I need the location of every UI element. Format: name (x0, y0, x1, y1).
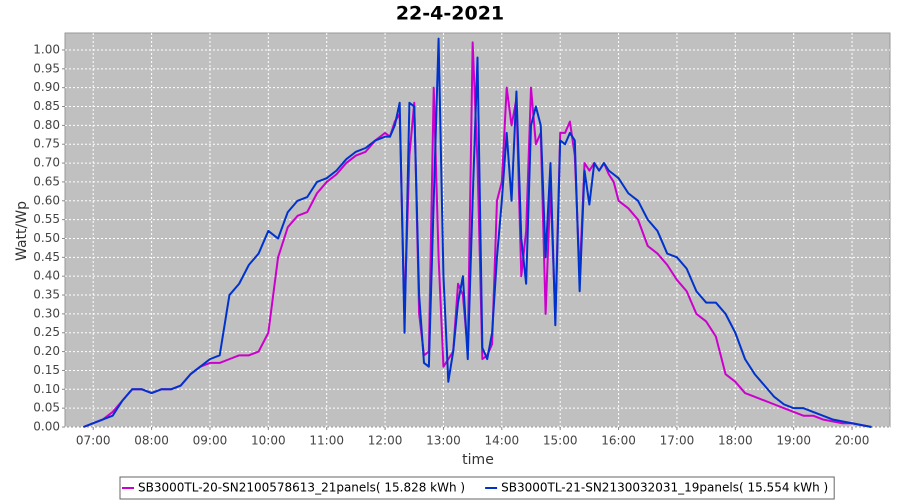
y-tick-label: 0.50 (33, 231, 60, 245)
legend-label: SB3000TL-21-SN2130032031_19panels( 15.55… (501, 481, 828, 495)
y-tick-label: 0.05 (33, 401, 60, 415)
x-tick-label: 16:00 (601, 434, 636, 448)
chart-title: 22-4-2021 (396, 3, 504, 25)
y-tick-label: 0.80 (33, 118, 60, 132)
legend: SB3000TL-20-SN2100578613_21panels( 15.82… (119, 476, 835, 500)
x-tick-label: 15:00 (543, 434, 578, 448)
y-tick-label: 1.00 (33, 42, 60, 56)
y-tick-label: 0.95 (33, 61, 60, 75)
x-tick-label: 18:00 (718, 434, 753, 448)
y-tick-label: 0.40 (33, 269, 60, 283)
x-tick-label: 17:00 (660, 434, 695, 448)
y-tick-label: 0.30 (33, 306, 60, 320)
series-line (83, 37, 872, 428)
y-axis-label: Watt/Wp (14, 201, 30, 261)
x-tick-label: 19:00 (776, 434, 811, 448)
y-tick-label: 0.55 (33, 212, 60, 226)
x-tick-label: 13:00 (426, 434, 461, 448)
y-tick-label: 0.35 (33, 288, 60, 302)
y-tick-label: 0.75 (33, 137, 60, 151)
x-tick-label: 09:00 (193, 434, 228, 448)
x-tick-label: 14:00 (485, 434, 520, 448)
y-tick-label: 0.60 (33, 193, 60, 207)
x-axis-label: time (462, 452, 494, 468)
x-tick-label: 20:00 (835, 434, 870, 448)
y-tick-label: 0.65 (33, 174, 60, 188)
x-tick-label: 08:00 (134, 434, 169, 448)
legend-box (119, 476, 835, 500)
y-tick-label: 0.10 (33, 382, 60, 396)
x-tick-label: 07:00 (76, 434, 111, 448)
y-tick-label: 0.00 (33, 420, 60, 434)
y-tick-label: 0.70 (33, 156, 60, 170)
y-tick-label: 0.20 (33, 344, 60, 358)
x-tick-label: 11:00 (309, 434, 344, 448)
y-tick-label: 0.90 (33, 80, 60, 94)
legend-label: SB3000TL-20-SN2100578613_21panels( 15.82… (138, 481, 465, 495)
y-tick-label: 0.25 (33, 325, 60, 339)
y-tick-label: 0.45 (33, 250, 60, 264)
y-tick-label: 0.15 (33, 363, 60, 377)
x-tick-label: 10:00 (251, 434, 286, 448)
y-tick-label: 0.85 (33, 99, 60, 113)
x-tick-label: 12:00 (368, 434, 403, 448)
